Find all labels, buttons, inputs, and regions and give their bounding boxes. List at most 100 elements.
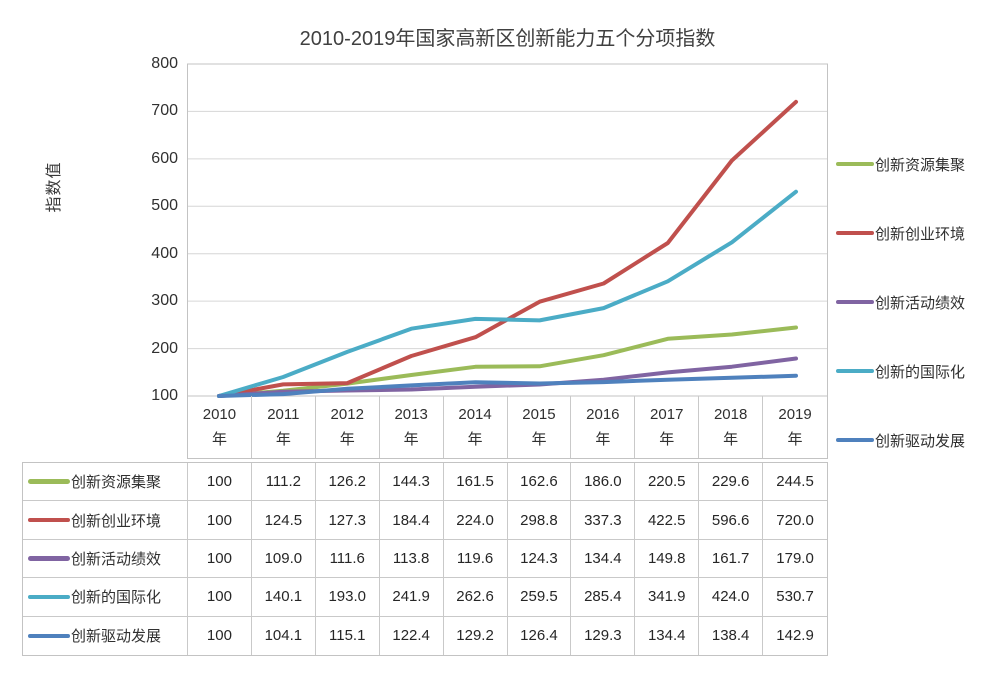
- y-tick-label: 300: [151, 292, 178, 310]
- table-value-cell: 162.6: [507, 463, 572, 502]
- table-value-cell: 124.3: [507, 539, 572, 579]
- x-axis-year-suffix: 年: [787, 431, 803, 448]
- table-legend-cell: 创新的国际化: [23, 578, 188, 617]
- table-value-cell: 179.0: [763, 540, 827, 579]
- x-axis-year: 2011: [267, 406, 300, 423]
- table-value-cell: 127.3: [315, 501, 380, 540]
- table-value-cell: 140.1: [251, 578, 316, 617]
- table-legend-line-swatch-icon: [28, 633, 70, 639]
- x-axis-year: 2010: [202, 406, 237, 423]
- x-axis-year: 2013: [394, 406, 428, 423]
- x-axis-year-suffix: 年: [275, 431, 291, 448]
- table-value-cell: 113.8: [379, 539, 444, 579]
- table-value-cell: 134.4: [571, 539, 636, 579]
- x-axis-year: 2012: [330, 406, 364, 423]
- table-value-cell: 244.5: [763, 463, 827, 502]
- table-value-cell: 124.5: [251, 501, 316, 540]
- legend-item: 创新的国际化: [836, 360, 965, 382]
- table-value-cell: 144.3: [379, 463, 444, 502]
- series-line-1: [217, 99, 798, 398]
- legend-line-swatch-icon: [836, 299, 874, 305]
- table-value-cell: 100: [188, 501, 252, 540]
- x-axis-year: 2017: [650, 406, 684, 423]
- series-line-0: [217, 325, 798, 398]
- table-value-cell: 184.4: [379, 501, 444, 540]
- legend-item: 创新创业环境: [836, 222, 965, 244]
- series-line-3: [217, 189, 798, 398]
- chart-title: 2010-2019年国家高新区创新能力五个分项指数: [299, 28, 716, 50]
- table-value-cell: 337.3: [571, 501, 636, 540]
- legend-line-swatch-icon: [836, 161, 874, 167]
- x-axis-year: 2014: [458, 406, 492, 423]
- legend-label: 创新活动绩效: [875, 294, 966, 312]
- table-value-cell: 100: [188, 463, 252, 502]
- table-value-cell: 161.5: [443, 463, 508, 502]
- table-value-cell: 134.4: [635, 616, 700, 655]
- table-legend-cell: 创新驱动发展: [23, 616, 188, 655]
- table-value-cell: 126.2: [315, 463, 380, 502]
- x-axis-year-suffix: 年: [659, 431, 675, 448]
- x-axis-year-suffix: 年: [531, 431, 547, 448]
- table-value-cell: 119.6: [443, 539, 508, 579]
- x-axis-year: 2016: [586, 406, 620, 423]
- table-value-cell: 142.9: [776, 627, 814, 645]
- table-series-name: 创新驱动发展: [71, 628, 162, 646]
- x-axis-category: 2012 年: [316, 396, 380, 458]
- x-axis-year-suffix: 年: [211, 431, 227, 448]
- table-value-cell: 129.3: [571, 616, 636, 655]
- x-axis-category: 2011 年: [252, 396, 316, 458]
- table-value-cell: 229.6: [699, 463, 764, 502]
- x-axis-labels: 2010 年 2011 年 2012 年 2013 年 2014 年 2015 年 2016 年 2017 年…: [187, 396, 828, 459]
- legend-line-swatch-icon: [836, 368, 874, 374]
- table-value-cell: 259.5: [507, 578, 572, 617]
- data-table: 创新资源集聚 100 111.2 126.2 144.3 161.5 162.6 186.0 2…: [22, 462, 828, 656]
- table-value-cell: 111.6: [315, 539, 380, 579]
- table-value-cell: 596.6: [699, 501, 764, 540]
- x-axis-category: 2017 年: [635, 396, 700, 458]
- x-axis-year: 2015: [522, 406, 556, 423]
- legend-line-swatch-icon: [836, 230, 874, 236]
- table-value-cell: 298.8: [507, 501, 572, 540]
- y-tick-label: 600: [151, 149, 178, 167]
- table-legend-line-swatch-icon: [28, 594, 70, 600]
- table-series-name: 创新的国际化: [71, 589, 162, 607]
- table-value-cell: 100: [188, 616, 252, 655]
- table-value-cell: 100: [188, 578, 252, 617]
- y-tick-label: 400: [151, 244, 178, 262]
- table-value-cell: 138.4: [699, 616, 764, 655]
- table-value-cell: 720.0: [763, 501, 827, 540]
- x-axis-category: 2018 年: [699, 396, 764, 458]
- table-value-cell: 100: [188, 539, 252, 579]
- table-legend-line-swatch-icon: [28, 479, 70, 484]
- table-legend-cell: 创新活动绩效: [23, 539, 188, 579]
- legend-item: 创新资源集聚: [836, 153, 965, 175]
- table-value-cell: 262.6: [443, 578, 508, 617]
- series-line-4: [217, 373, 798, 398]
- legend-item: 创新驱动发展: [836, 429, 965, 451]
- y-tick-label: 700: [151, 102, 178, 120]
- x-axis-category: 2016 年: [571, 396, 636, 458]
- x-axis-category: 2015 年: [508, 396, 572, 458]
- y-tick-label: 200: [151, 339, 178, 357]
- table-legend-line-swatch-icon: [28, 517, 70, 523]
- table-value-cell: 115.1: [316, 616, 380, 655]
- table-value-cell: 129.2: [444, 616, 508, 655]
- table-value-cell: 530.7: [763, 578, 827, 617]
- y-tick-label: 100: [151, 387, 178, 404]
- y-tick-label: 800: [151, 55, 178, 72]
- x-axis-year-suffix: 年: [403, 431, 419, 448]
- legend-label: 创新创业环境: [875, 225, 966, 243]
- table-series-name: 创新创业环境: [71, 512, 162, 530]
- x-axis-year: 2018: [713, 406, 748, 423]
- table-value-cell: 193.0: [315, 578, 380, 617]
- table-value-cell: 241.9: [379, 578, 444, 617]
- x-axis-year-suffix: 年: [723, 431, 739, 448]
- table-legend-cell: 创新资源集聚: [23, 463, 188, 502]
- y-tick-label: 500: [151, 197, 178, 215]
- table-series-name: 创新资源集聚: [71, 474, 162, 492]
- table-value-cell: 122.4: [380, 616, 444, 655]
- x-axis-category: 2019 年: [763, 396, 827, 458]
- table-value-cell: 109.0: [251, 539, 316, 579]
- table-series-name: 创新活动绩效: [71, 550, 162, 568]
